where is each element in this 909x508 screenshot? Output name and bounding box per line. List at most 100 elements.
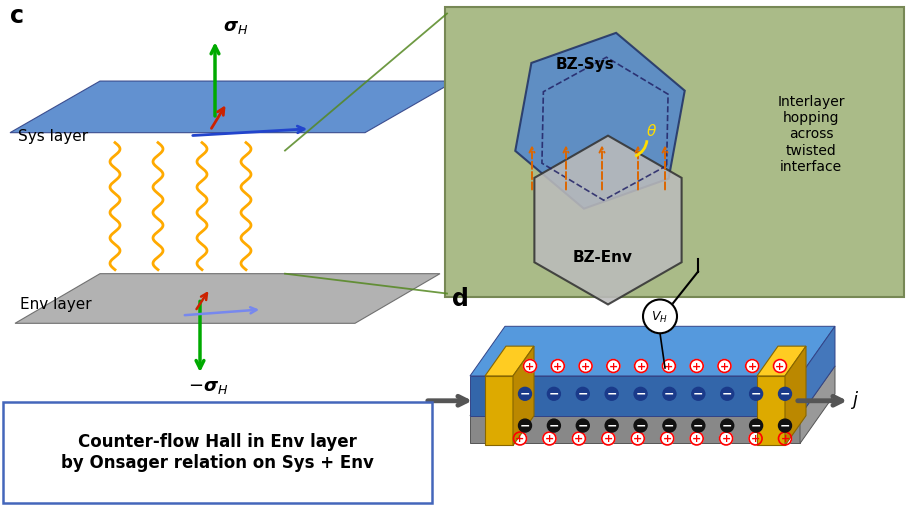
Circle shape — [551, 360, 564, 372]
Text: +: + — [525, 362, 534, 371]
Text: −: − — [664, 388, 674, 401]
Text: −: − — [780, 420, 790, 433]
Text: +: + — [515, 434, 524, 444]
Polygon shape — [485, 346, 534, 376]
Circle shape — [750, 419, 763, 432]
Text: j: j — [852, 391, 857, 409]
Text: +: + — [636, 362, 645, 371]
Circle shape — [547, 419, 560, 432]
Text: +: + — [634, 434, 643, 444]
Circle shape — [602, 432, 614, 445]
Text: $\theta$: $\theta$ — [646, 122, 657, 139]
Text: −: − — [549, 388, 559, 401]
Text: −: − — [751, 420, 762, 433]
Circle shape — [634, 360, 647, 372]
Circle shape — [605, 388, 618, 400]
Polygon shape — [800, 366, 835, 443]
Circle shape — [631, 432, 644, 445]
Circle shape — [543, 432, 556, 445]
Polygon shape — [513, 346, 534, 446]
Circle shape — [514, 432, 526, 445]
Text: d: d — [452, 288, 469, 311]
Text: Sys layer: Sys layer — [18, 129, 88, 144]
Circle shape — [518, 419, 532, 432]
Text: +: + — [775, 362, 784, 371]
Text: −: − — [693, 388, 704, 401]
Circle shape — [576, 419, 589, 432]
Circle shape — [720, 432, 733, 445]
Text: $V_H$: $V_H$ — [651, 310, 667, 325]
Text: −: − — [606, 420, 617, 433]
FancyBboxPatch shape — [3, 402, 432, 503]
Text: Counter-flow Hall in Env layer
by Onsager relation on Sys + Env: Counter-flow Hall in Env layer by Onsage… — [61, 433, 374, 472]
Circle shape — [721, 388, 734, 400]
Text: Env layer: Env layer — [20, 297, 92, 312]
Text: $-\boldsymbol{\sigma}_H$: $-\boldsymbol{\sigma}_H$ — [188, 378, 228, 396]
Text: +: + — [664, 362, 674, 371]
Circle shape — [718, 360, 731, 372]
Polygon shape — [470, 326, 835, 376]
Polygon shape — [515, 33, 684, 209]
Text: −: − — [664, 420, 674, 433]
Circle shape — [750, 388, 763, 400]
Polygon shape — [10, 81, 455, 133]
Polygon shape — [485, 376, 513, 446]
Text: +: + — [663, 434, 672, 444]
Polygon shape — [785, 346, 806, 446]
Polygon shape — [470, 376, 800, 416]
Text: −: − — [780, 388, 790, 401]
Text: −: − — [577, 420, 588, 433]
Circle shape — [573, 432, 585, 445]
Polygon shape — [757, 376, 785, 446]
Text: +: + — [692, 362, 701, 371]
Text: −: − — [635, 388, 645, 401]
Polygon shape — [800, 326, 835, 416]
Text: +: + — [574, 434, 584, 444]
Text: +: + — [581, 362, 590, 371]
Circle shape — [524, 360, 536, 372]
Circle shape — [692, 388, 704, 400]
Polygon shape — [15, 274, 440, 323]
Circle shape — [690, 360, 704, 372]
Text: Interlayer
hopping
across
twisted
interface: Interlayer hopping across twisted interf… — [777, 95, 844, 174]
Text: −: − — [520, 420, 530, 433]
Text: −: − — [722, 420, 733, 433]
Polygon shape — [534, 136, 682, 304]
Text: +: + — [604, 434, 613, 444]
Text: +: + — [609, 362, 618, 371]
Circle shape — [774, 360, 786, 372]
Text: −: − — [520, 388, 530, 401]
Circle shape — [778, 419, 792, 432]
Circle shape — [605, 419, 618, 432]
Polygon shape — [470, 416, 800, 443]
Circle shape — [547, 388, 560, 400]
Text: +: + — [544, 434, 554, 444]
FancyBboxPatch shape — [445, 7, 904, 297]
Circle shape — [663, 360, 675, 372]
Circle shape — [663, 388, 676, 400]
Text: −: − — [635, 420, 645, 433]
Circle shape — [692, 419, 704, 432]
Text: +: + — [780, 434, 790, 444]
Circle shape — [576, 388, 589, 400]
Circle shape — [745, 360, 759, 372]
Circle shape — [663, 419, 676, 432]
Circle shape — [690, 432, 704, 445]
Text: +: + — [554, 362, 563, 371]
Text: −: − — [751, 388, 762, 401]
Polygon shape — [470, 366, 835, 416]
Text: c: c — [10, 5, 24, 28]
Polygon shape — [757, 346, 806, 376]
Text: −: − — [722, 388, 733, 401]
Circle shape — [634, 419, 647, 432]
Circle shape — [643, 300, 677, 333]
Circle shape — [579, 360, 592, 372]
Text: +: + — [751, 434, 760, 444]
Text: +: + — [692, 434, 701, 444]
Text: −: − — [606, 388, 617, 401]
Text: +: + — [722, 434, 731, 444]
Text: $\boldsymbol{\sigma}_H$: $\boldsymbol{\sigma}_H$ — [223, 18, 248, 37]
Text: −: − — [577, 388, 588, 401]
Text: −: − — [693, 420, 704, 433]
Circle shape — [518, 388, 532, 400]
